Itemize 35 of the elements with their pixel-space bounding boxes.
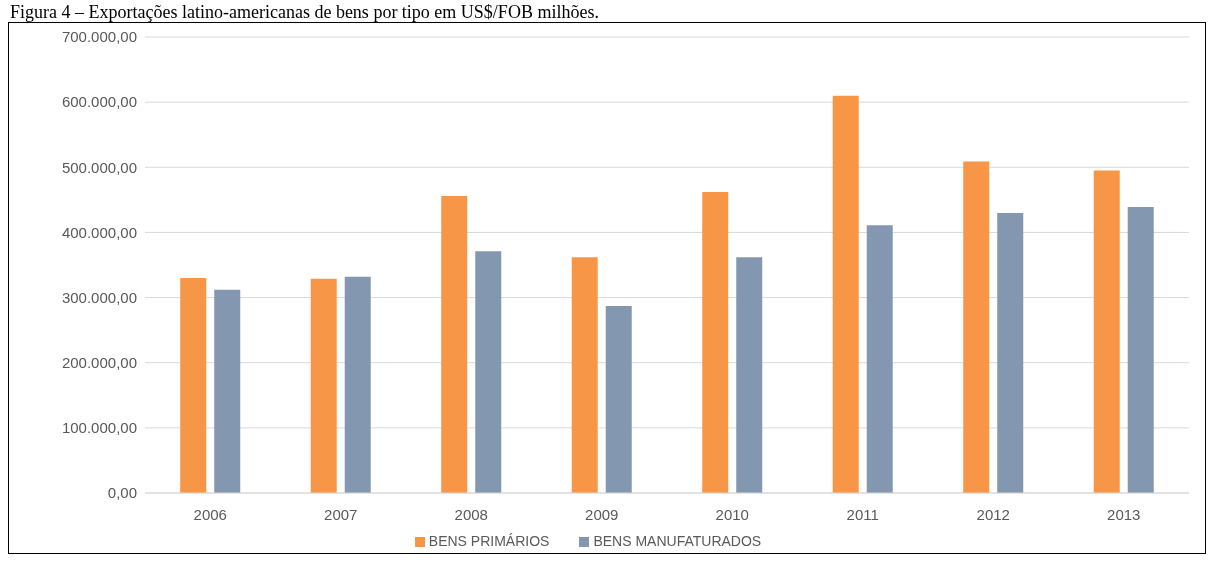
chart-title: Figura 4 – Exportações latino-americanas de bens por tipo em US$/FOB milhões. <box>9 2 600 22</box>
y-tick-label: 400.000,00 <box>61 223 137 241</box>
bar <box>702 192 729 493</box>
bar <box>605 306 632 493</box>
x-tick-label: 2009 <box>585 505 619 523</box>
bar <box>214 289 241 493</box>
bar <box>963 161 990 493</box>
y-tick-label: 300.000,00 <box>61 288 137 306</box>
bar <box>1127 207 1154 493</box>
bar <box>180 278 207 493</box>
legend-label: BENS PRIMÁRIOS <box>428 533 550 549</box>
x-tick-label: 2006 <box>193 505 227 523</box>
x-tick-label: 2013 <box>1107 505 1141 523</box>
x-tick-label: 2011 <box>846 505 879 523</box>
bar <box>441 195 468 493</box>
bar <box>1093 170 1120 493</box>
y-tick-label: 500.000,00 <box>61 158 137 176</box>
bar <box>832 95 859 493</box>
legend-label: BENS MANUFATURADOS <box>593 533 762 549</box>
bar <box>344 276 371 493</box>
bar <box>475 251 502 493</box>
x-tick-label: 2012 <box>976 505 1010 523</box>
bar <box>866 225 893 493</box>
bar <box>736 257 763 493</box>
x-tick-label: 2010 <box>715 505 749 523</box>
x-tick-label: 2008 <box>454 505 488 523</box>
bar <box>571 257 598 493</box>
y-tick-label: 600.000,00 <box>61 93 137 111</box>
bar <box>310 278 337 493</box>
x-tick-label: 2007 <box>324 505 358 523</box>
y-tick-label: 200.000,00 <box>61 354 137 372</box>
y-tick-label: 0,00 <box>107 484 137 502</box>
y-tick-label: 700.000,00 <box>61 28 137 46</box>
bar <box>997 212 1024 493</box>
y-tick-label: 100.000,00 <box>61 419 137 437</box>
